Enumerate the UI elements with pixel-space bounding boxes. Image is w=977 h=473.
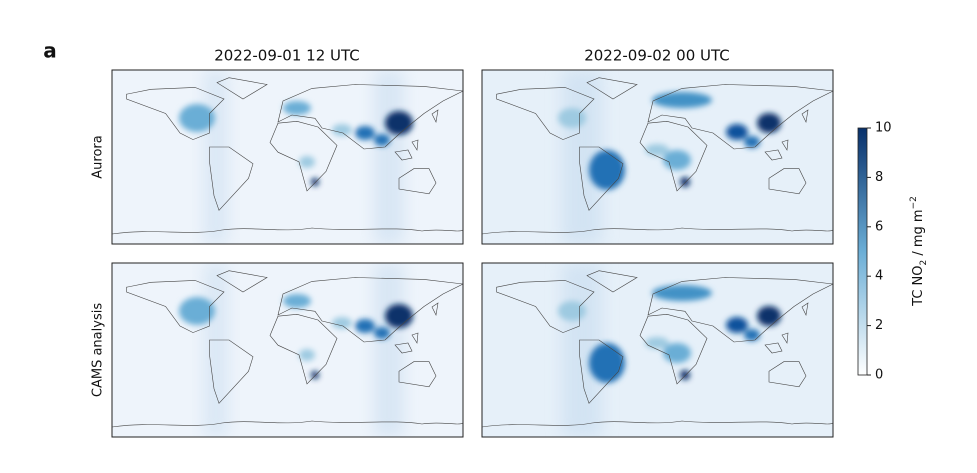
colorbar [857, 127, 868, 376]
colorbar-tick-label: 4 [875, 269, 883, 284]
colorbar-tick-label: 0 [875, 368, 883, 383]
label-text: / mg m [911, 209, 926, 259]
panel-label: a [43, 39, 57, 63]
map-panel [111, 69, 464, 245]
map-panel [481, 262, 834, 438]
colorbar-label: TC NO2 / mg m−2 [909, 196, 929, 307]
column-title: 2022-09-01 12 UTC [214, 47, 360, 65]
colorbar-tick-label: 6 [875, 219, 883, 234]
label-sub: 2 [919, 260, 929, 266]
label-sup: −2 [909, 196, 919, 209]
row-label: Aurora [91, 135, 106, 178]
label-text: TC NO [911, 266, 926, 307]
colorbar-tick-label: 8 [875, 170, 883, 185]
map-panel [111, 262, 464, 438]
colorbar-tick-label: 10 [875, 121, 892, 136]
column-title: 2022-09-02 00 UTC [584, 47, 730, 65]
colorbar-tick-label: 2 [875, 318, 883, 333]
row-label: CAMS analysis [91, 303, 106, 397]
map-panel [481, 69, 834, 245]
